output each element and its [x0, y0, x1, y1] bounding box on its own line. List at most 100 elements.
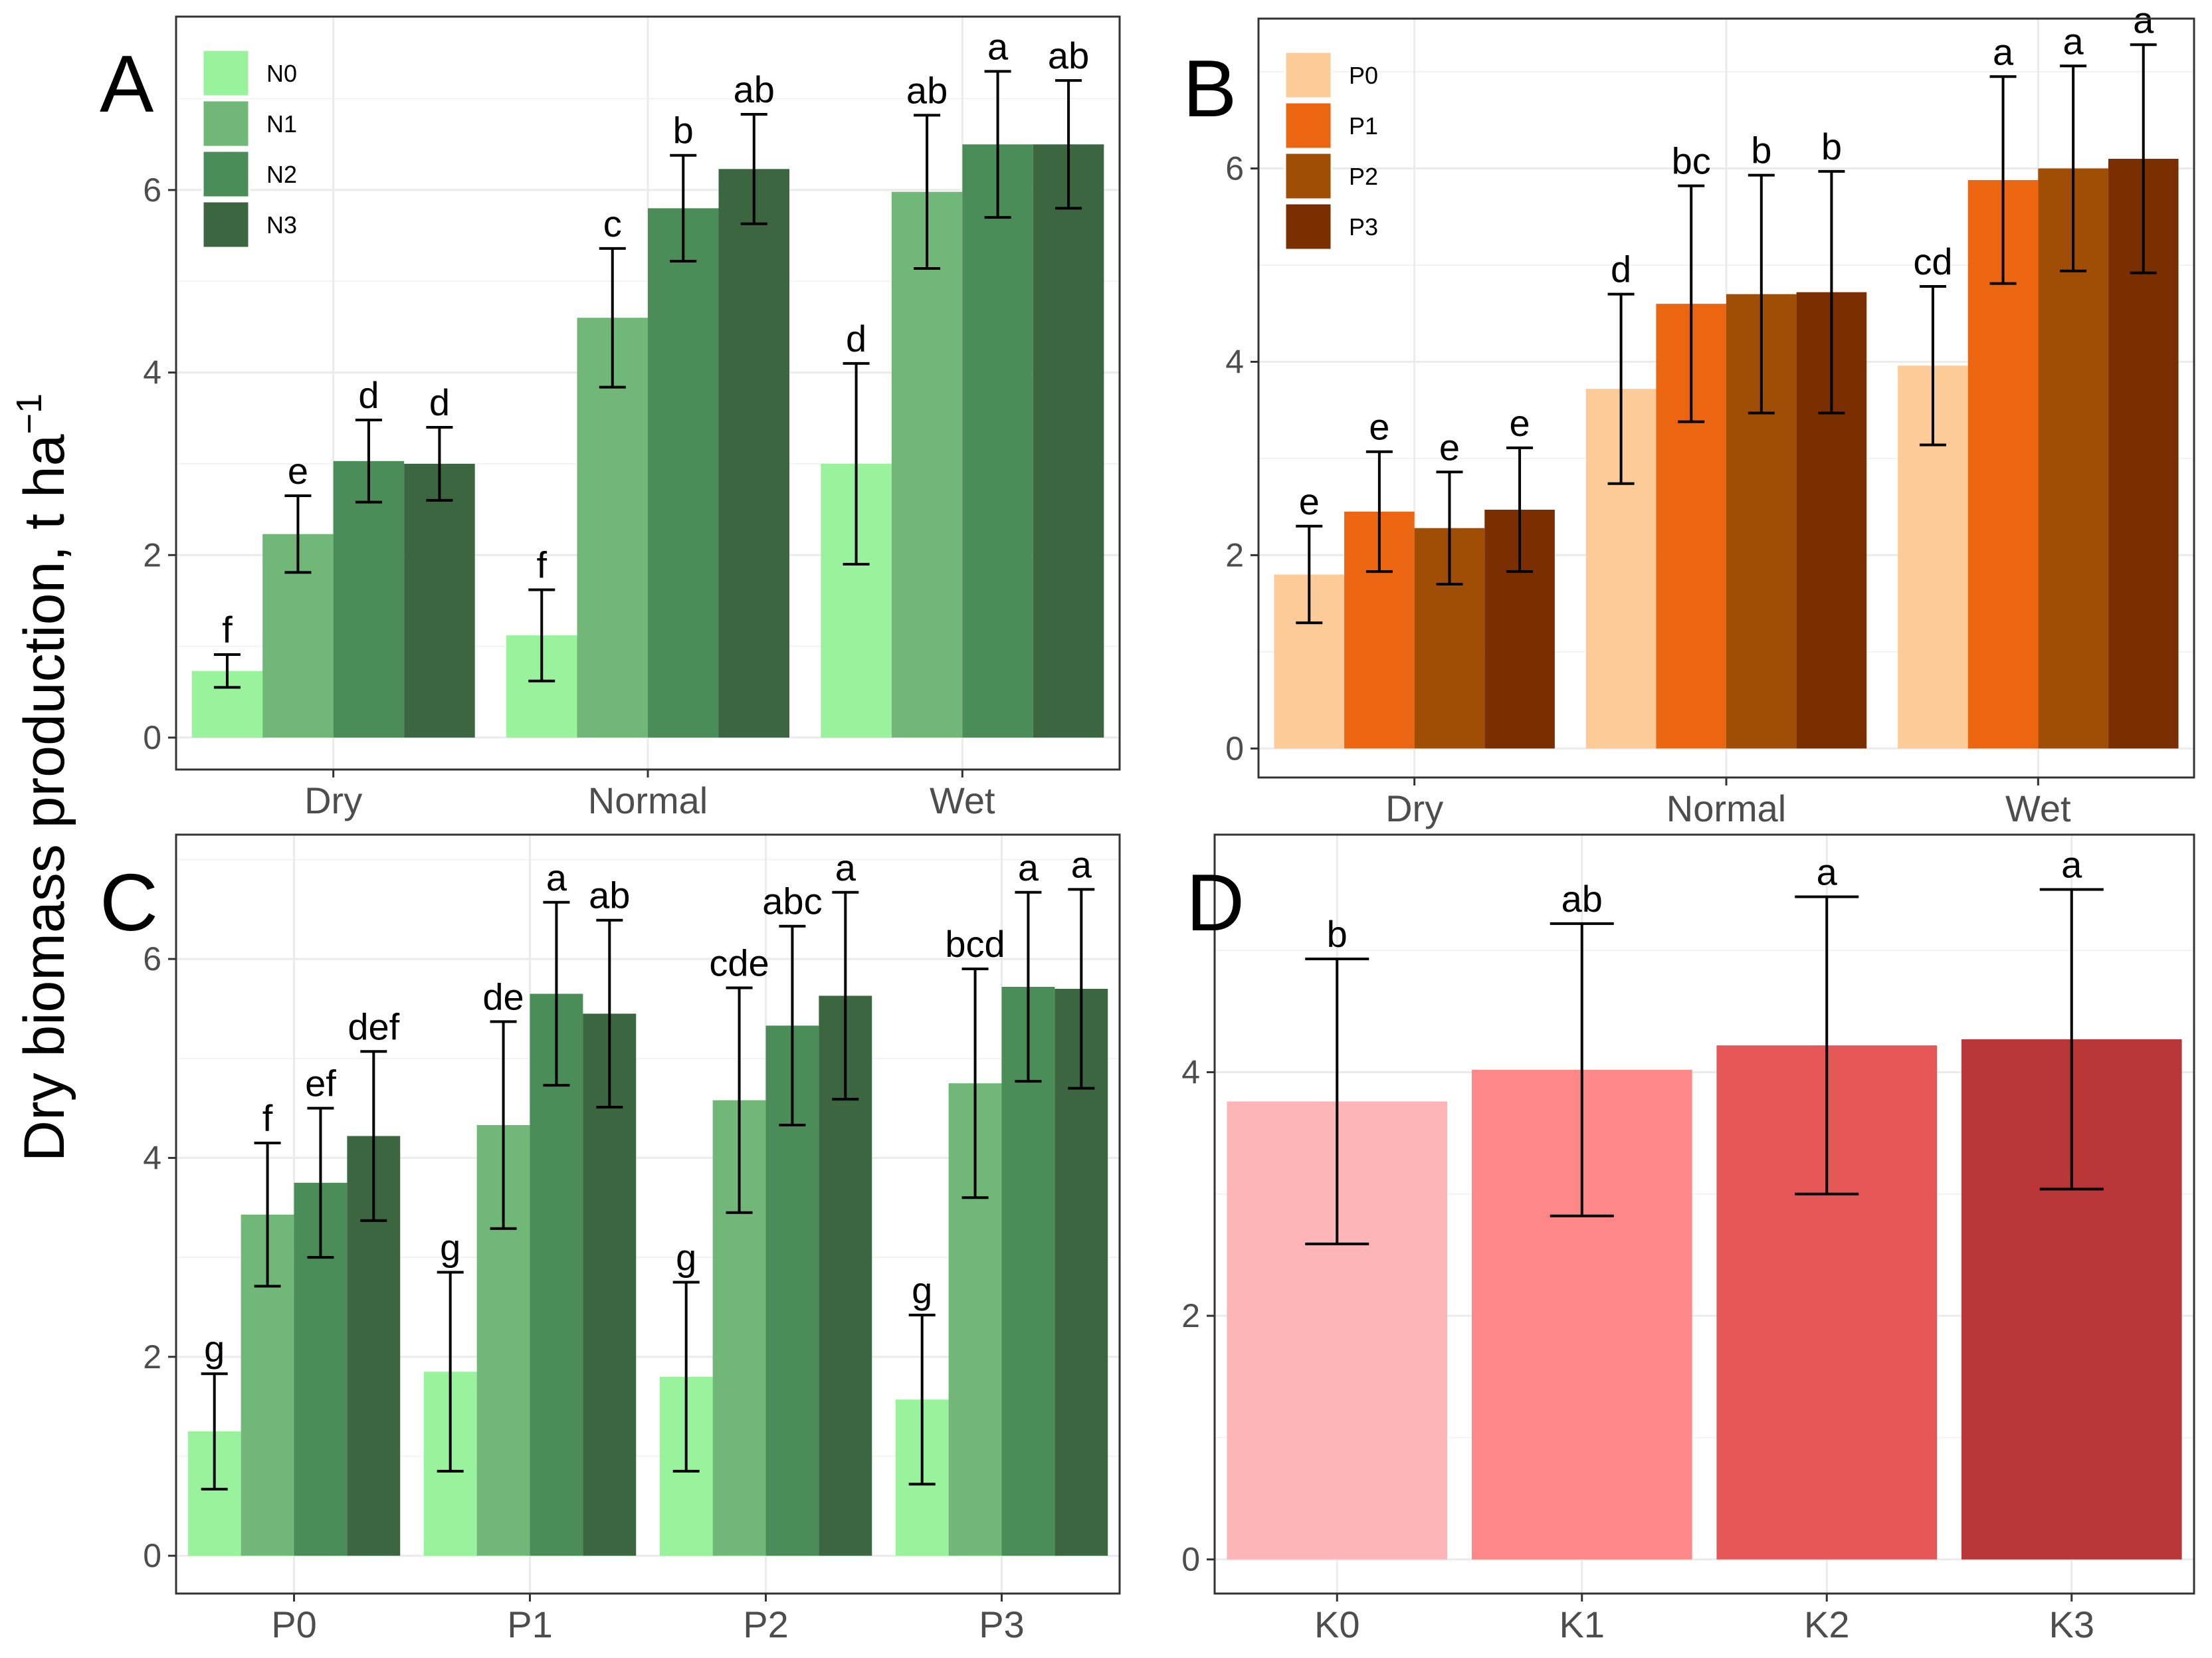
- panel-d: b ab a a 0 2 4 K0 K1 K2 K3 D: [1181, 833, 2195, 1645]
- y-tick-label: 4: [143, 354, 161, 391]
- significance-label: ef: [305, 1063, 336, 1104]
- x-tick-label: P2: [743, 1604, 789, 1645]
- significance-label: d: [358, 374, 379, 416]
- bar-a-n3-wet: [1033, 144, 1104, 738]
- x-tick-label: K3: [2049, 1604, 2095, 1645]
- significance-label: d: [429, 381, 450, 423]
- bar-a-n1-wet: [891, 191, 963, 738]
- significance-label: g: [912, 1269, 932, 1311]
- x-tick-label: K1: [1559, 1604, 1605, 1645]
- panel-letter: D: [1186, 857, 1245, 948]
- x-tick-label: P1: [507, 1604, 553, 1645]
- x-tick-label: Wet: [930, 779, 995, 821]
- legend-swatch: [1284, 101, 1333, 150]
- significance-label: b: [1751, 130, 1771, 171]
- significance-label: a: [835, 847, 856, 888]
- y-tick-label: 6: [1225, 150, 1244, 187]
- significance-label: a: [2133, 0, 2154, 41]
- significance-label: c: [603, 203, 622, 245]
- bar-c-n2-p1: [530, 993, 583, 1556]
- legend-label: N3: [266, 211, 297, 239]
- legend-swatch: [1284, 51, 1333, 100]
- panel-letter: C: [100, 857, 158, 948]
- significance-label: ab: [734, 68, 775, 110]
- y-tick-label: 2: [143, 536, 161, 573]
- panel-letter: B: [1183, 43, 1237, 134]
- y-tick-label: 6: [143, 171, 161, 209]
- y-tick-label: 6: [143, 940, 161, 978]
- x-tick-label: Normal: [588, 779, 708, 821]
- y-tick-label: 4: [1181, 1053, 1200, 1090]
- y-axis-title-text: Dry biomass production, t ha: [13, 434, 76, 1162]
- significance-label: ab: [906, 69, 948, 111]
- panel-letter: A: [100, 39, 154, 129]
- panel-a: f f d e c ab d b a d ab ab 0 2 4 6 Dry Normal Wet A N0 N1 N2 N3: [100, 15, 1121, 821]
- significance-label: a: [546, 857, 567, 898]
- significance-label: cd: [1913, 241, 1952, 282]
- y-tick-label: 2: [1225, 536, 1244, 573]
- bar-a-n2-normal: [648, 208, 719, 738]
- x-tick-label: K2: [1804, 1604, 1850, 1645]
- significance-label: b: [1327, 913, 1348, 955]
- legend-label: P1: [1349, 112, 1378, 140]
- legend: P0 P1 P2 P3: [1284, 51, 1378, 251]
- x-tick-label: P3: [979, 1604, 1025, 1645]
- legend-swatch: [201, 150, 251, 199]
- significance-label: e: [1369, 406, 1389, 448]
- legend-swatch: [201, 99, 251, 148]
- significance-label: cde: [709, 942, 769, 984]
- significance-label: g: [440, 1227, 460, 1269]
- significance-label: def: [348, 1005, 399, 1047]
- significance-label: bcd: [945, 923, 1005, 965]
- significance-label: f: [222, 609, 233, 651]
- legend-label: N2: [266, 161, 297, 188]
- y-tick-label: 4: [143, 1139, 161, 1176]
- significance-label: de: [482, 976, 524, 1017]
- significance-label: a: [1018, 847, 1039, 888]
- significance-label: b: [1821, 126, 1842, 167]
- y-tick-label: 0: [143, 719, 161, 756]
- y-tick-label: 0: [1181, 1541, 1200, 1578]
- legend-swatch: [1284, 202, 1333, 251]
- y-tick-label: 0: [1225, 730, 1244, 767]
- bar-a-n2-wet: [962, 144, 1033, 738]
- significance-label: d: [1611, 249, 1631, 290]
- significance-label: e: [288, 450, 308, 492]
- significance-label: e: [1439, 426, 1460, 468]
- significance-label: f: [536, 544, 547, 585]
- legend-swatch: [1284, 152, 1333, 201]
- panel-b: e d cd e bc a e b a e b a 0 2 4 6 Dry Normal Wet B P0 P1 P2 P3: [1183, 0, 2195, 829]
- x-tick-label: P0: [271, 1604, 317, 1645]
- bar-a-n3-dry: [404, 463, 475, 738]
- significance-label: f: [262, 1097, 273, 1139]
- x-tick-label: Dry: [1385, 787, 1443, 829]
- legend-label: P3: [1349, 213, 1378, 241]
- significance-label: a: [1071, 843, 1092, 885]
- panel-border: [1213, 833, 2195, 1595]
- y-axis-title: Dry biomass production, t ha−1: [9, 393, 76, 1162]
- bar-a-n2-dry: [333, 461, 405, 738]
- significance-label: ab: [1048, 35, 1089, 76]
- panel-border: [175, 833, 1121, 1595]
- y-axis-title-superscript: −1: [9, 393, 49, 435]
- significance-label: a: [2061, 843, 2082, 885]
- y-tick-label: 4: [1225, 343, 1244, 380]
- legend-swatch: [201, 49, 251, 98]
- legend-label: P0: [1349, 62, 1378, 89]
- significance-label: g: [676, 1237, 696, 1279]
- legend: N0 N1 N2 N3: [201, 49, 297, 249]
- y-tick-label: 0: [143, 1537, 161, 1574]
- significance-label: d: [846, 318, 866, 360]
- x-tick-label: Dry: [304, 779, 362, 821]
- significance-label: b: [673, 110, 694, 152]
- x-tick-label: Normal: [1666, 787, 1786, 829]
- significance-label: a: [1993, 31, 2014, 72]
- significance-label: bc: [1672, 140, 1711, 182]
- y-tick-label: 2: [143, 1338, 161, 1376]
- significance-label: a: [987, 25, 1009, 67]
- significance-label: e: [1509, 402, 1530, 444]
- significance-label: ab: [589, 875, 630, 916]
